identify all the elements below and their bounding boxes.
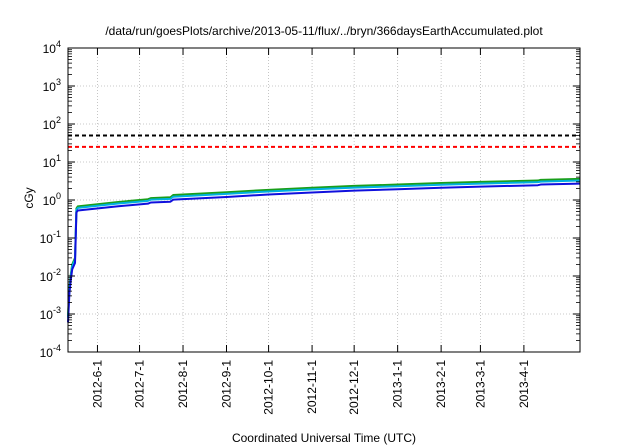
x-tick-label: 2013-4-1 (517, 360, 531, 408)
x-tick-label: 2013-3-1 (473, 360, 487, 408)
grid (68, 48, 580, 352)
x-tick-label: 2012-6-1 (90, 360, 104, 408)
series-line (67, 182, 581, 323)
y-tick-label: 10-2 (40, 267, 61, 284)
x-tick-label: 2012-12-1 (347, 360, 361, 415)
y-tick-label: 104 (43, 39, 61, 56)
x-tick-label: 2012-8-1 (176, 360, 190, 408)
series-line (67, 177, 581, 316)
y-tick-label: 103 (43, 77, 61, 94)
data-series (67, 177, 581, 323)
x-tick-label: 2012-7-1 (133, 360, 147, 408)
y-tick-label: 101 (43, 153, 61, 170)
y-tick-label: 102 (43, 115, 61, 132)
y-tick-label: 10-4 (40, 343, 61, 360)
y-axis: 10-4 10-3 10-2 10-1 100 101 102 103 104 (40, 39, 580, 360)
y-tick-label: 10-1 (40, 229, 61, 246)
x-tick-label: 2012-11-1 (305, 360, 319, 414)
x-tick-label: 2012-10-1 (262, 360, 276, 415)
reference-lines (68, 134, 580, 148)
y-tick-label: 100 (43, 191, 61, 208)
chart-title: /data/run/goesPlots/archive/2013-05-11/f… (105, 24, 543, 38)
x-tick-label: 2012-9-1 (220, 360, 234, 408)
x-axis-label: Coordinated Universal Time (UTC) (232, 431, 416, 445)
series-line (67, 179, 581, 318)
y-tick-label: 10-3 (40, 305, 61, 322)
x-tick-label: 2013-1-1 (391, 360, 405, 408)
y-axis-label: cGy (22, 187, 36, 208)
x-tick-label: 2013-2-1 (434, 360, 448, 408)
x-axis: 2012-6-1 2012-7-1 2012-8-1 2012-9-1 2012-10-… (90, 48, 531, 415)
